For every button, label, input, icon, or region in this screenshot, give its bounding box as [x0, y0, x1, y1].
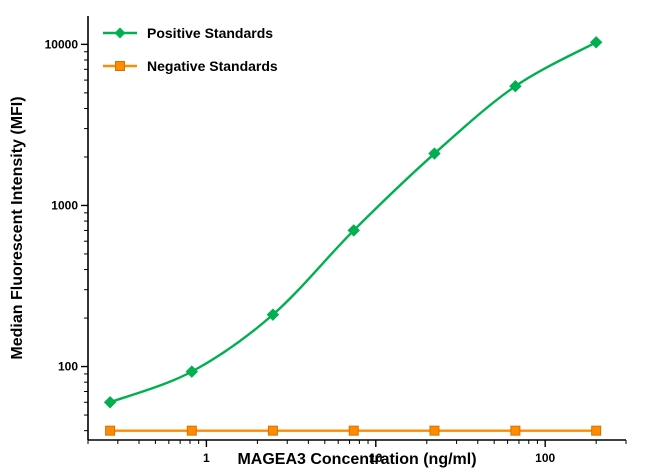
marker-positive-standards — [266, 308, 280, 321]
y-tick-label: 10000 — [45, 37, 79, 51]
marker-negative-standards — [510, 425, 521, 436]
y-tick-label: 1000 — [51, 198, 78, 212]
diamond-legend-marker-icon — [114, 27, 126, 39]
marker-positive-standards — [103, 396, 117, 409]
legend-item-negative-standards: Negative Standards — [103, 58, 278, 74]
marker-positive-standards — [185, 365, 199, 378]
marker-positive-standards — [589, 36, 603, 49]
x-axis-title: MAGEA3 Concentration (ng/ml) — [237, 451, 476, 468]
square-legend-marker-icon — [115, 61, 125, 71]
y-axis-title: Median Fluorescent Intensity (MFI) — [9, 96, 26, 359]
legend-item-positive-standards: Positive Standards — [103, 25, 273, 41]
marker-negative-standards — [267, 425, 278, 436]
plot-area: 1 10 100 100 1000 10000 Positive Standards Nega… — [45, 16, 627, 465]
marker-negative-standards — [105, 425, 116, 436]
legend-label: Positive Standards — [147, 25, 273, 41]
x-tick-label: 10 — [369, 451, 383, 465]
marker-positive-standards — [428, 147, 441, 160]
series-line-positive-standards — [108, 41, 598, 404]
legend-label: Negative Standards — [147, 58, 278, 74]
y-tick-label: 100 — [58, 360, 78, 374]
x-tick-label: 1 — [203, 451, 210, 465]
marker-negative-standards — [429, 425, 440, 436]
marker-positive-standards — [509, 79, 522, 93]
x-tick-label: 100 — [535, 451, 555, 465]
marker-negative-standards — [591, 425, 602, 436]
marker-positive-standards — [347, 224, 360, 237]
marker-negative-standards — [348, 425, 359, 436]
marker-negative-standards — [186, 425, 197, 436]
